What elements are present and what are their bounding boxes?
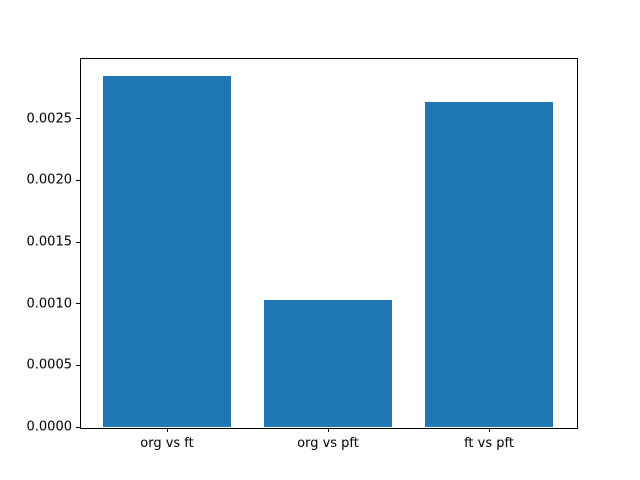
x-tick-label: ft vs pft [464, 436, 514, 451]
bar-org-vs-ft [102, 75, 232, 427]
y-tick-label: 0.0020 [26, 172, 73, 188]
y-tick-mark [76, 364, 80, 366]
x-tick-label: org vs ft [140, 436, 194, 451]
y-tick-mark [76, 241, 80, 243]
x-tick-label: org vs pft [297, 436, 359, 451]
y-tick-mark [76, 303, 80, 305]
y-tick-label: 0.0005 [26, 357, 73, 373]
y-tick-mark [76, 179, 80, 181]
plot-area [80, 58, 578, 429]
y-tick-label: 0.0025 [26, 111, 73, 127]
y-tick-mark [76, 426, 80, 428]
y-tick-label: 0.0000 [26, 419, 73, 435]
bar-ft-vs-pft [424, 101, 554, 427]
bar-org-vs-pft [263, 300, 393, 427]
x-tick-mark [166, 428, 168, 432]
x-tick-mark [488, 428, 490, 432]
y-tick-label: 0.0010 [26, 296, 73, 312]
y-tick-mark [76, 118, 80, 120]
y-tick-label: 0.0015 [26, 234, 73, 250]
x-tick-mark [327, 428, 329, 432]
